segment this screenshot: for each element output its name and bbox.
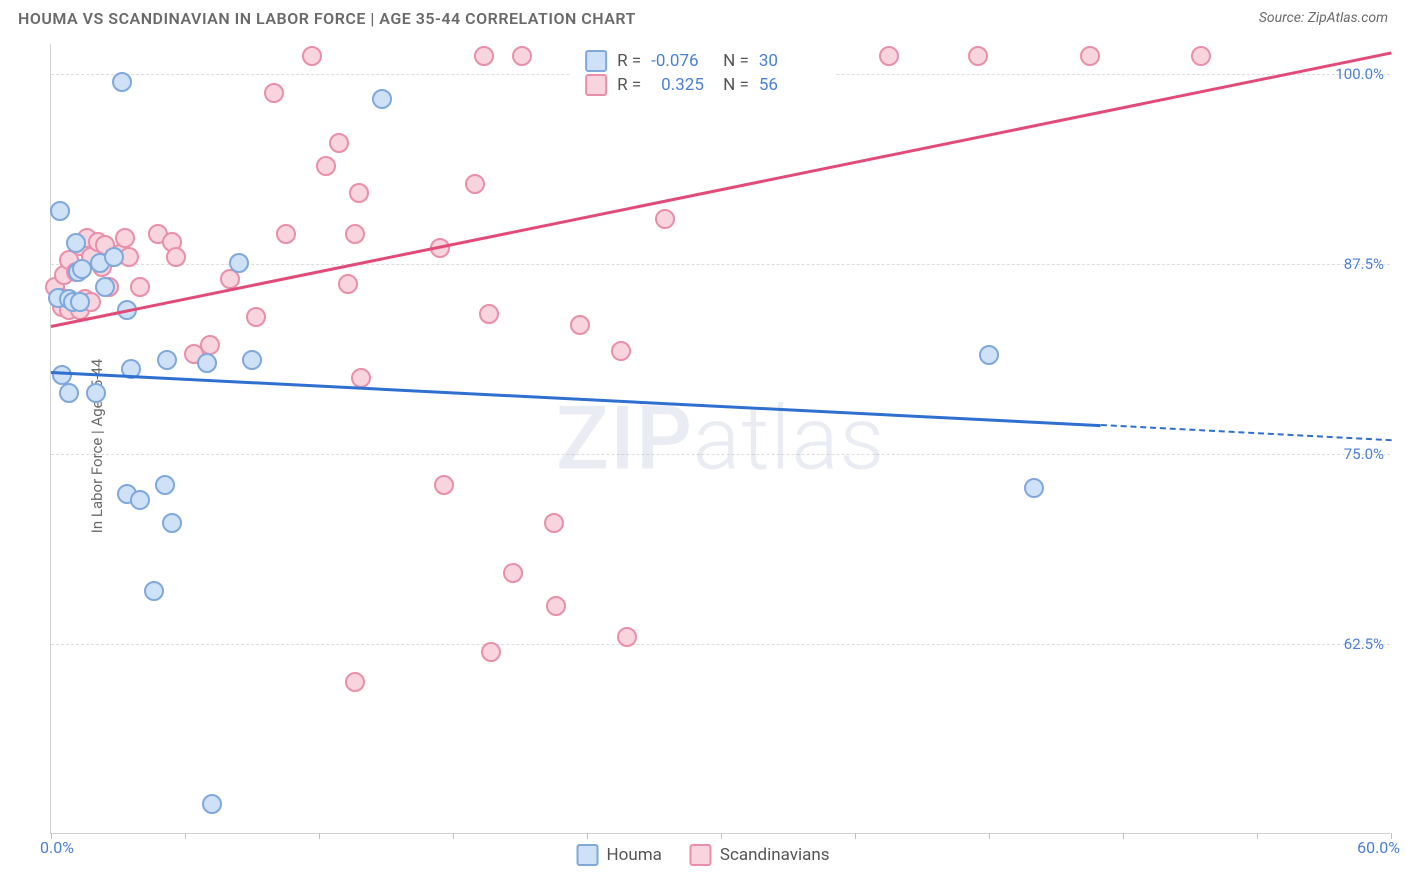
data-point (276, 224, 296, 244)
data-point (1080, 46, 1100, 66)
data-point (345, 672, 365, 692)
data-point (329, 133, 349, 153)
gridline (51, 454, 1390, 455)
data-point (200, 335, 220, 355)
data-point (157, 350, 177, 370)
data-point (968, 46, 988, 66)
data-point (465, 174, 485, 194)
data-point (166, 247, 186, 267)
gridline (51, 644, 1390, 645)
data-point (979, 345, 999, 365)
series-label-scan: Scandinavians (720, 845, 830, 865)
data-point (474, 46, 494, 66)
legend-stats: R = -0.076 N = 30 R = 0.325 N = 56 (571, 44, 835, 106)
swatch-scan-bottom (690, 844, 712, 866)
swatch-scandinavian (585, 74, 607, 96)
watermark: ZIPatlas (556, 387, 885, 490)
data-point (611, 341, 631, 361)
y-tick-label: 75.0% (1344, 445, 1384, 463)
data-point (130, 490, 150, 510)
data-point (70, 292, 90, 312)
swatch-houma-bottom (577, 844, 599, 866)
x-min-label: 0.0% (40, 838, 74, 857)
data-point (372, 89, 392, 109)
data-point (1024, 478, 1044, 498)
data-point (115, 228, 135, 248)
data-point (104, 247, 124, 267)
n-value-scan: 56 (759, 75, 821, 95)
source-label: Source: ZipAtlas.com (1259, 10, 1388, 26)
watermark-thin: atlas (693, 387, 885, 490)
data-point (544, 513, 564, 533)
data-point (481, 642, 501, 662)
data-point (546, 596, 566, 616)
data-point (655, 209, 675, 229)
n-value-houma: 30 (759, 51, 821, 71)
data-point (302, 46, 322, 66)
data-point (86, 383, 106, 403)
data-point (246, 307, 266, 327)
title-bar: HOUMA VS SCANDINAVIAN IN LABOR FORCE | A… (0, 0, 1406, 36)
r-value-houma: -0.076 (651, 51, 713, 71)
legend-stats-row-houma: R = -0.076 N = 30 (585, 50, 821, 72)
data-point (1191, 46, 1211, 66)
data-point (155, 475, 175, 495)
data-point (345, 224, 365, 244)
series-label-houma: Houma (607, 845, 662, 865)
legend-item-scan: Scandinavians (690, 844, 830, 866)
n-label: N = (723, 51, 749, 71)
trend-line (51, 371, 1101, 427)
data-point (162, 513, 182, 533)
swatch-houma (585, 50, 607, 72)
trend-line (1101, 424, 1391, 441)
data-point (879, 46, 899, 66)
r-label: R = (617, 75, 641, 95)
data-point (144, 581, 164, 601)
data-point (434, 475, 454, 495)
data-point (512, 46, 532, 66)
y-tick-label: 62.5% (1344, 635, 1384, 653)
data-point (617, 627, 637, 647)
chart-title: HOUMA VS SCANDINAVIAN IN LABOR FORCE | A… (18, 9, 636, 28)
data-point (264, 83, 284, 103)
data-point (229, 253, 249, 273)
r-value-scan: 0.325 (651, 75, 713, 95)
legend-stats-row-scan: R = 0.325 N = 56 (585, 74, 821, 96)
y-tick-label: 100.0% (1335, 65, 1384, 83)
x-max-label: 60.0% (1357, 838, 1400, 857)
data-point (59, 383, 79, 403)
data-point (479, 304, 499, 324)
y-tick-label: 87.5% (1344, 255, 1384, 273)
data-point (316, 156, 336, 176)
data-point (95, 277, 115, 297)
r-label: R = (617, 51, 641, 71)
data-point (112, 72, 132, 92)
plot-area: ZIPatlas 62.5% 75.0% 87.5% 100.0% (50, 44, 1390, 834)
data-point (570, 315, 590, 335)
legend-series: Houma Scandinavians (567, 844, 840, 866)
data-point (351, 368, 371, 388)
correlation-chart: HOUMA VS SCANDINAVIAN IN LABOR FORCE | A… (0, 0, 1406, 892)
data-point (130, 277, 150, 297)
data-point (197, 353, 217, 373)
data-point (242, 350, 262, 370)
data-point (50, 201, 70, 221)
data-point (503, 563, 523, 583)
data-point (349, 183, 369, 203)
gridline (51, 264, 1390, 265)
n-label: N = (723, 75, 749, 95)
data-point (66, 233, 86, 253)
data-point (338, 274, 358, 294)
data-point (202, 794, 222, 814)
data-point (52, 365, 72, 385)
legend-item-houma: Houma (577, 844, 662, 866)
